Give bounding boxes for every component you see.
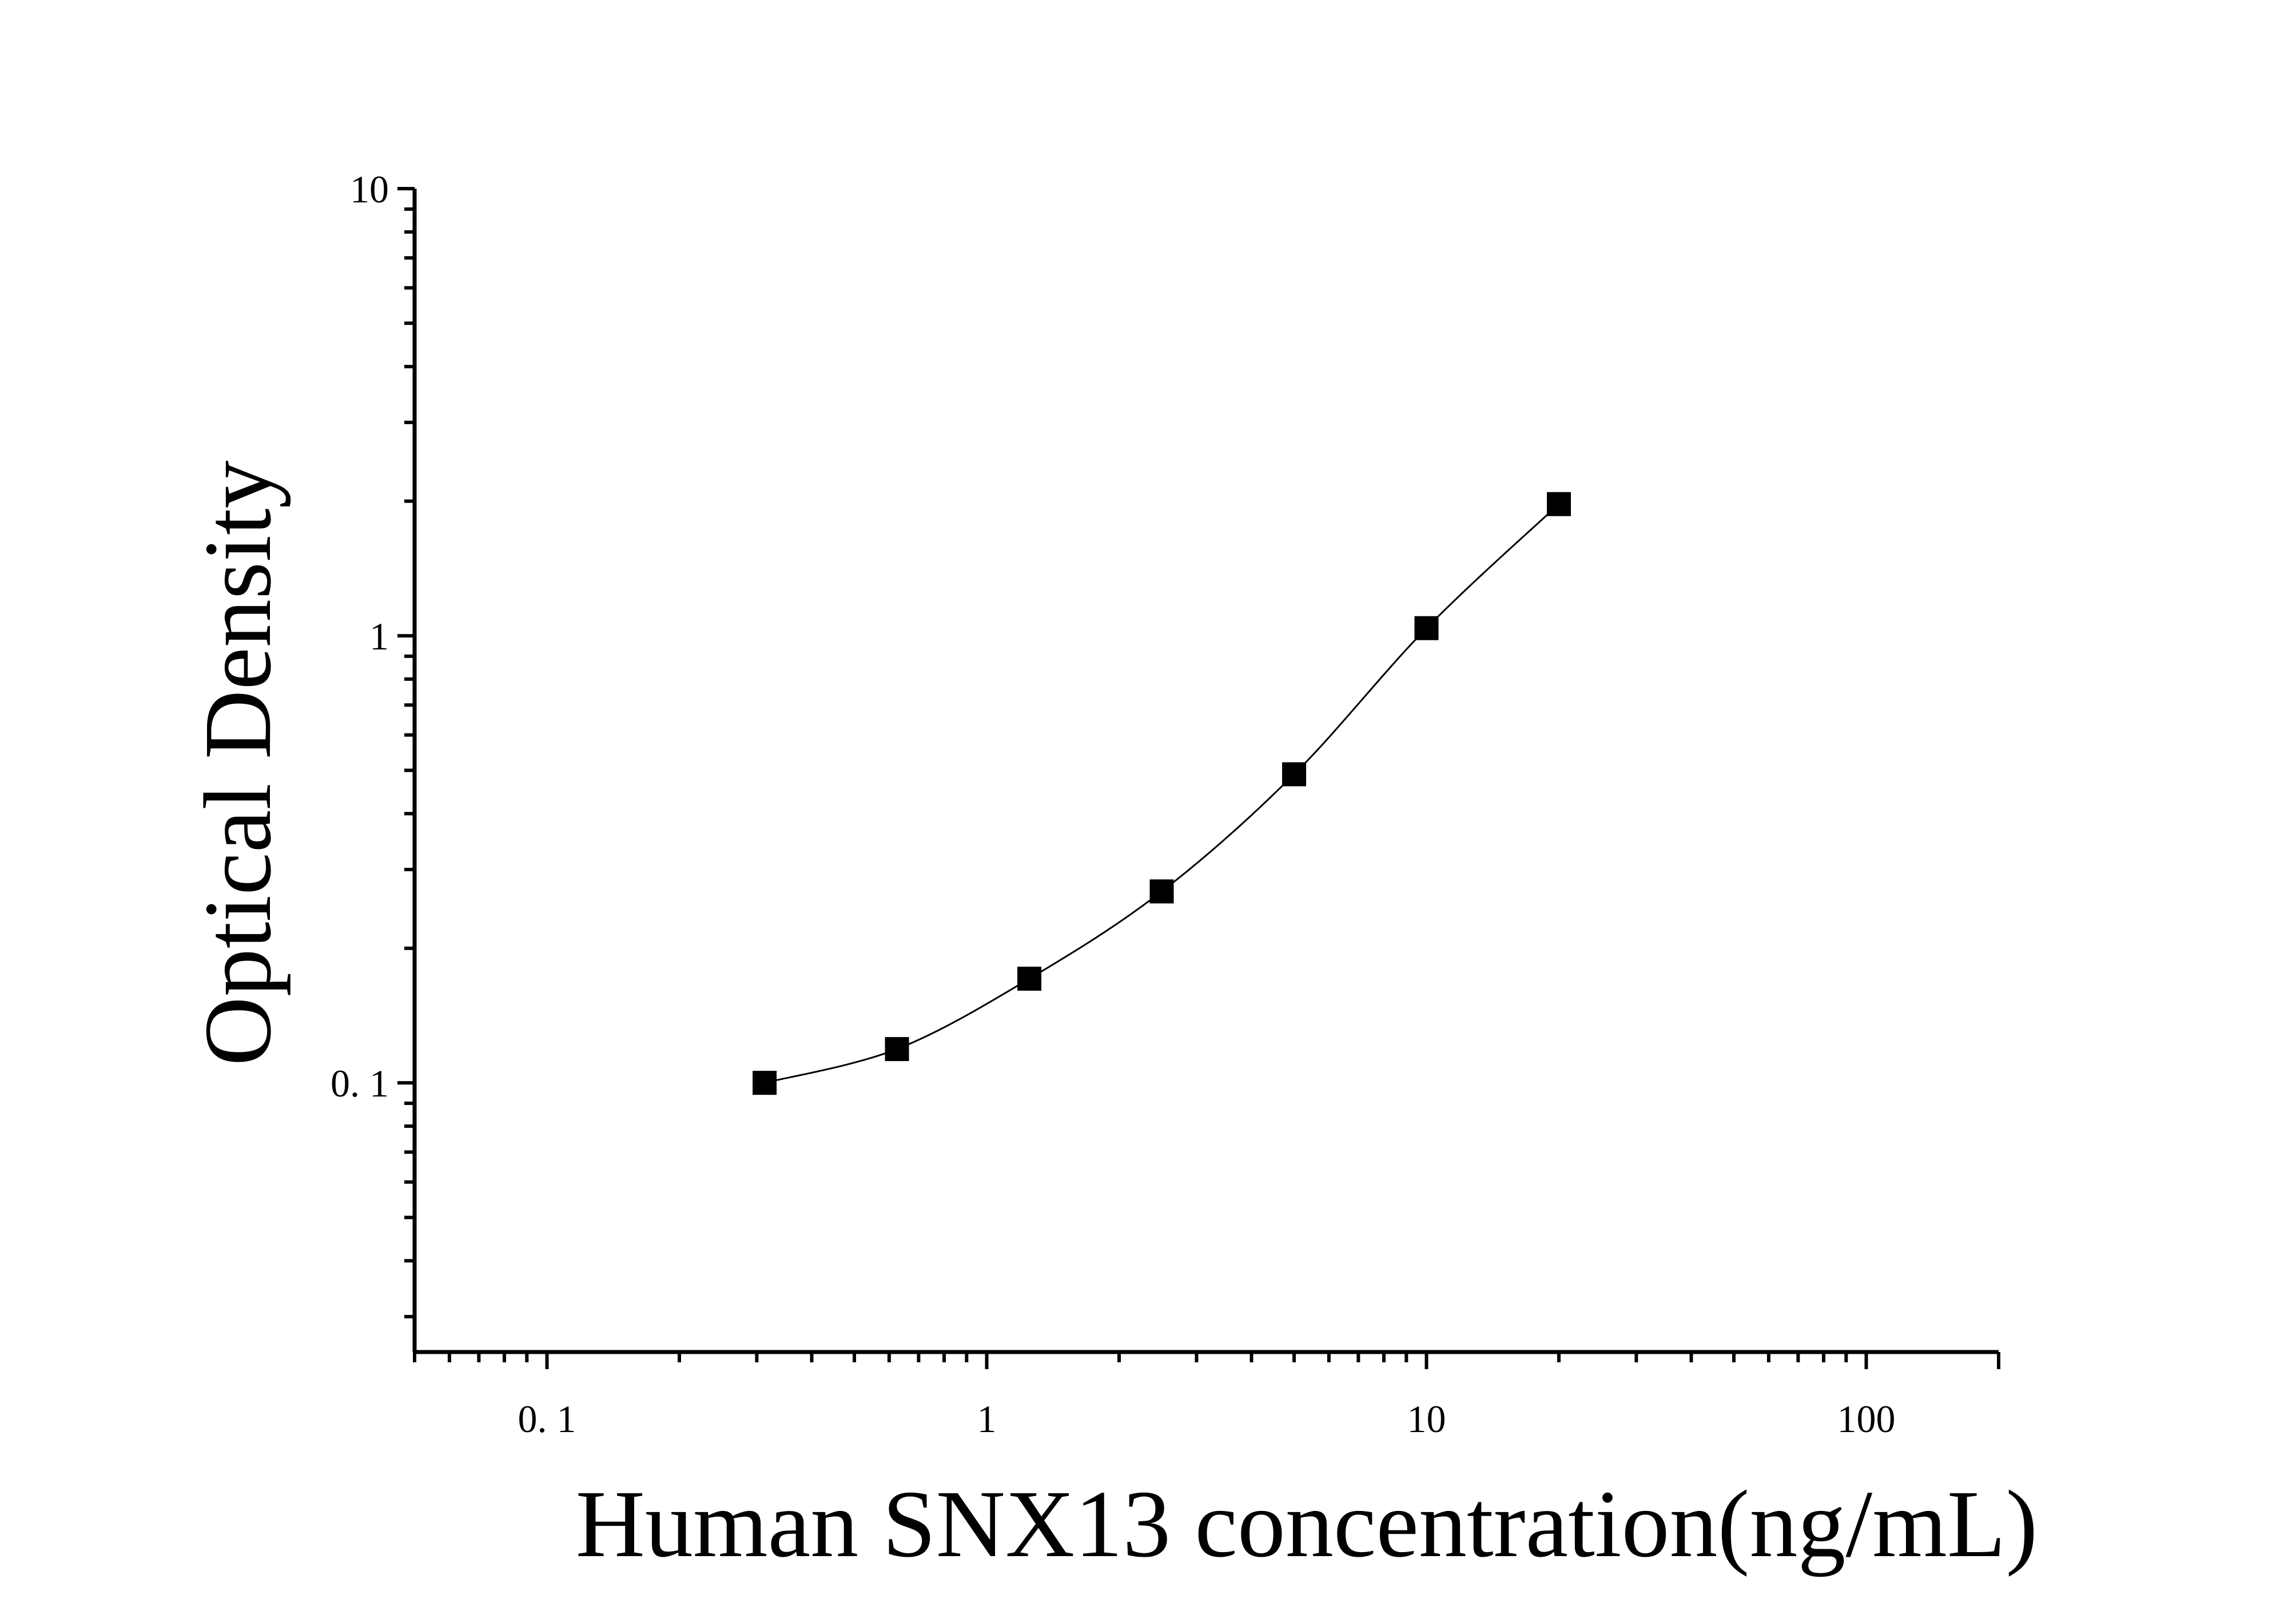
x-axis-title: Human SNX13 concentration(ng/mL) <box>576 1471 2038 1577</box>
y-tick-label: 0. 1 <box>331 1062 389 1105</box>
y-axis-title: Optical Density <box>185 460 291 1066</box>
fit-curve-layer <box>764 503 1560 1084</box>
data-points <box>753 492 1571 1095</box>
data-point <box>1017 966 1042 991</box>
y-tick-label: 1 <box>369 615 389 658</box>
x-tick-label: 0. 1 <box>518 1397 576 1441</box>
x-tick-label: 100 <box>1837 1397 1896 1441</box>
axes: 0. 1 1 10 100 0. 1 1 10 <box>331 168 2000 1441</box>
x-tick-label: 10 <box>1407 1397 1446 1441</box>
data-point <box>1282 762 1307 787</box>
fit-curve <box>764 503 1560 1084</box>
data-point <box>885 1037 909 1062</box>
data-point <box>753 1071 777 1095</box>
data-point <box>1546 492 1571 516</box>
x-tick-label: 1 <box>977 1397 996 1441</box>
data-point <box>1149 879 1174 904</box>
y-tick-label: 10 <box>350 168 389 211</box>
data-point <box>1414 616 1439 640</box>
